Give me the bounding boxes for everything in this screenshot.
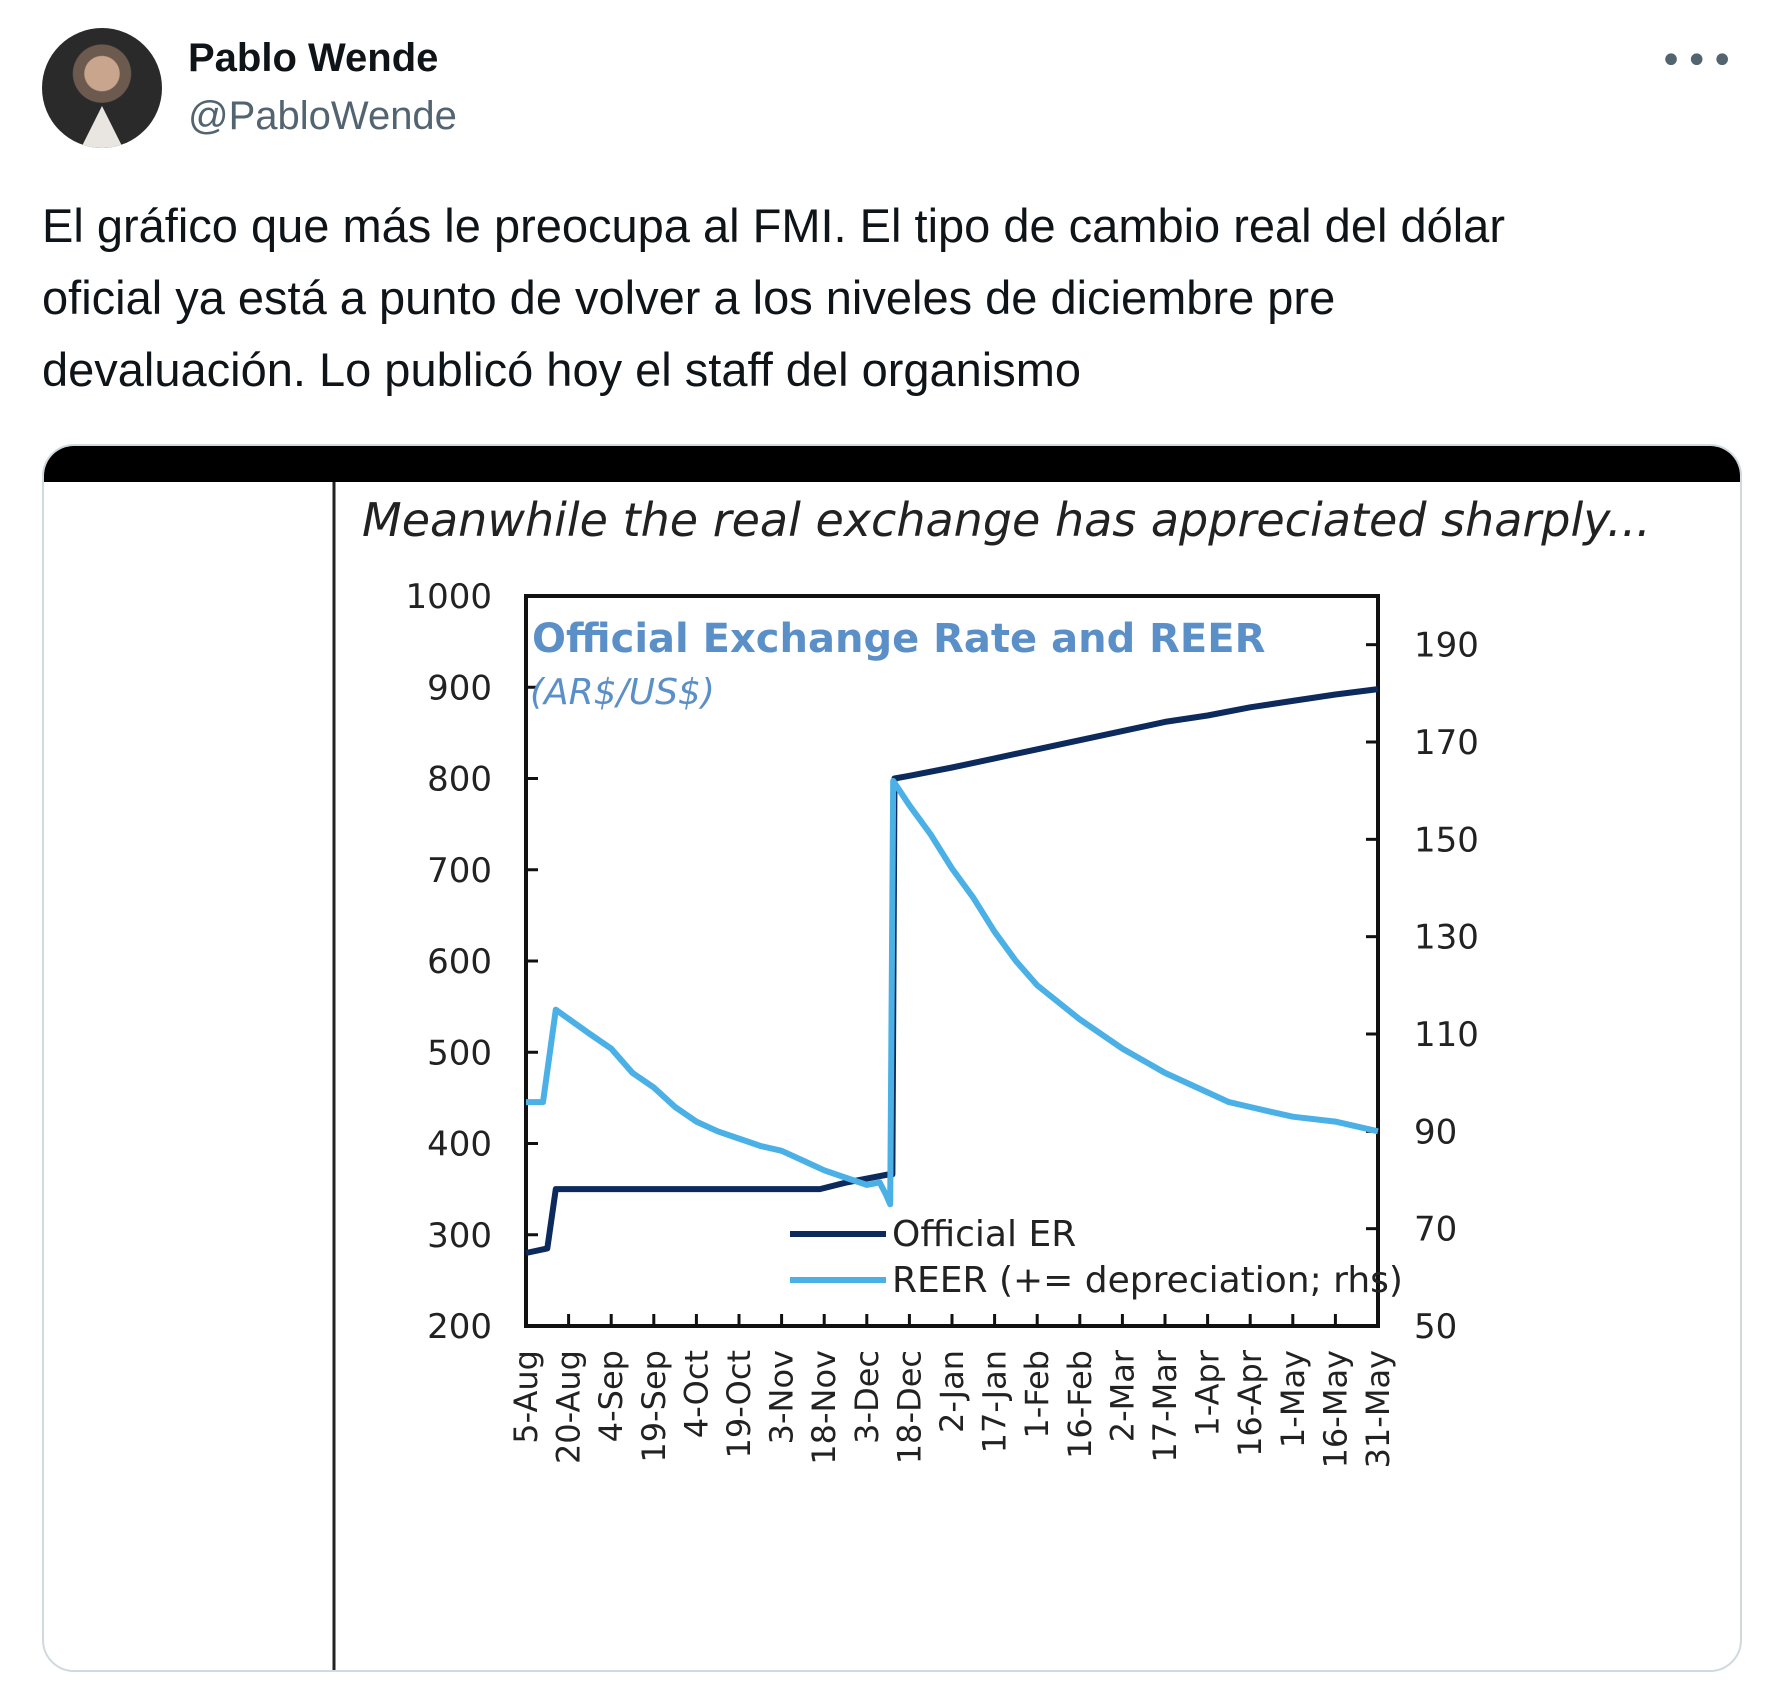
series-official-er-line [525,686,1379,1256]
x-tick-label: 4-Sep [592,1350,630,1442]
y-left-tick-label: 300 [427,1216,492,1256]
x-tick-label: 1-May [1274,1350,1312,1448]
figure-heading: Meanwhile the real exchange has apprecia… [362,493,1651,547]
x-tick-label: 18-Nov [805,1350,843,1465]
avatar[interactable] [42,28,162,148]
x-tick-label: 16-Feb [1061,1350,1099,1459]
author-name[interactable]: Pablo Wende [188,36,439,80]
tweet-text: El gráfico que más le preocupa al FMI. E… [42,190,1742,406]
x-tick-label: 1-Feb [1018,1350,1056,1439]
y-right-tick-label: 150 [1414,820,1479,860]
image-top-band [44,446,1740,482]
y-right-tick-label: 190 [1414,626,1479,666]
y-left-tick-label: 500 [427,1033,492,1073]
series-reer-line [526,777,1379,1208]
y-right-tick-label: 50 [1414,1307,1457,1347]
x-tick-label: 17-Jan [976,1350,1014,1453]
y-right-tick-label: 110 [1414,1015,1479,1055]
y-right-tick-label: 70 [1414,1210,1457,1250]
y-left-tick-label: 200 [427,1307,492,1347]
x-tick-label: 18-Dec [890,1350,928,1464]
legend-label: REER (+= depreciation; rhs) [892,1260,1403,1301]
x-tick-label: 31-May [1359,1350,1397,1468]
tweet-text-line: oficial ya está a punto de volver a los … [42,271,1336,324]
y-left-tick-label: 800 [427,760,492,800]
x-tick-label: 20-Aug [550,1350,588,1464]
y-right-tick-label: 170 [1414,723,1479,763]
legend-label: Official ER [892,1214,1076,1255]
chart-title: Official Exchange Rate and REER [532,616,1265,662]
more-horizontal-icon[interactable]: ••• [1659,38,1736,84]
x-tick-label: 16-May [1316,1350,1354,1468]
y-left-tick-label: 600 [427,942,492,982]
x-tick-label: 16-Apr [1231,1349,1269,1457]
y-left-tick-label: 1000 [405,577,492,617]
author-handle[interactable]: @PabloWende [188,94,457,138]
y-right-tick-label: 130 [1414,918,1479,958]
x-tick-label: 17-Mar [1146,1349,1184,1462]
tweet-header: Pablo Wende @PabloWende ••• [42,28,1742,148]
tweet-text-line: devaluación. Lo publicó hoy el staff del… [42,343,1082,396]
tweet-text-line: El gráfico que más le preocupa al FMI. E… [42,199,1505,252]
x-tick-label: 1-Apr [1189,1349,1227,1436]
y-left-tick-label: 900 [427,668,492,708]
chart-subtitle: (AR$/US$) [530,672,715,713]
y-right-tick-label: 90 [1414,1112,1457,1152]
y-left-tick-label: 700 [427,851,492,891]
x-tick-label: 19-Oct [720,1350,758,1458]
chart-figure: Meanwhile the real exchange has apprecia… [44,446,1740,1670]
x-tick-label: 19-Sep [635,1350,673,1463]
x-tick-label: 2-Mar [1103,1349,1141,1442]
x-tick-label: 4-Oct [677,1350,715,1438]
tweet-media-image[interactable]: Meanwhile the real exchange has apprecia… [42,444,1742,1672]
x-tick-label: 2-Jan [933,1350,971,1433]
y-left-tick-label: 400 [427,1125,492,1165]
x-tick-label: 3-Nov [763,1350,801,1444]
x-tick-label: 5-Aug [507,1350,545,1444]
x-tick-label: 3-Dec [848,1350,886,1444]
